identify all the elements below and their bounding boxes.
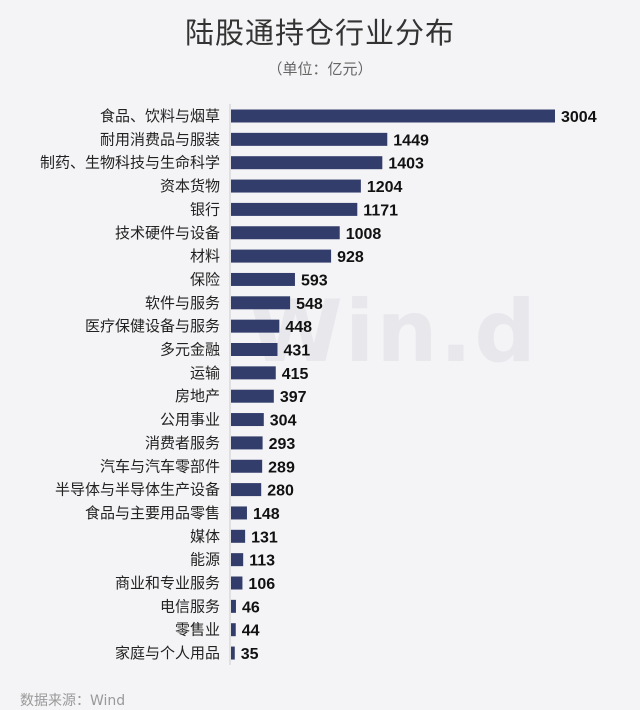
data-label: 131 — [251, 529, 278, 546]
data-label: 113 — [249, 553, 275, 570]
category-label: 银行 — [190, 200, 220, 218]
data-label: 46 — [242, 599, 260, 616]
category-label: 能源 — [190, 551, 220, 569]
bar — [231, 366, 276, 380]
bar — [231, 623, 236, 637]
category-label: 耐用消费品与服装 — [100, 130, 220, 148]
category-label: 医疗保健设备与服务 — [85, 317, 220, 335]
data-label: 35 — [241, 646, 259, 663]
bar — [231, 132, 388, 146]
data-label: 448 — [285, 319, 312, 336]
category-label: 房地产 — [175, 387, 220, 405]
category-label: 商业和专业服务 — [115, 574, 220, 592]
category-label: 食品与主要用品零售 — [85, 504, 220, 522]
category-label: 家庭与个人用品 — [115, 644, 220, 662]
data-label: 1204 — [367, 179, 403, 196]
data-label: 415 — [282, 366, 309, 383]
data-label: 1171 — [363, 202, 398, 219]
bar — [231, 646, 235, 660]
data-label: 431 — [283, 343, 310, 360]
data-label: 1008 — [346, 226, 382, 243]
bar — [231, 599, 236, 613]
category-label: 保险 — [190, 270, 220, 288]
data-label: 1449 — [393, 132, 429, 149]
data-label: 280 — [267, 483, 294, 500]
data-label: 289 — [268, 459, 295, 476]
bar — [231, 249, 332, 263]
category-label: 消费者服务 — [145, 434, 220, 452]
category-label: 电信服务 — [160, 597, 220, 615]
data-source-note: 数据来源：Wind — [20, 693, 126, 709]
category-label: 软件与服务 — [145, 294, 220, 312]
bar — [231, 343, 278, 356]
bar — [231, 179, 361, 193]
data-label: 593 — [301, 272, 328, 289]
bar — [231, 413, 264, 427]
data-label: 293 — [269, 436, 296, 453]
data-label: 106 — [248, 576, 275, 593]
bar — [231, 506, 247, 520]
category-label: 公用事业 — [160, 411, 220, 429]
bar — [231, 226, 340, 240]
data-label: 1403 — [388, 156, 424, 173]
bar — [231, 202, 358, 216]
bar — [231, 296, 291, 310]
bar — [231, 109, 555, 123]
data-label: 397 — [280, 389, 307, 406]
category-label: 汽车与汽车零部件 — [100, 457, 220, 475]
bar — [231, 576, 243, 590]
category-label: 半导体与半导体生产设备 — [55, 481, 220, 499]
data-label: 928 — [337, 249, 364, 266]
bar — [231, 156, 383, 170]
category-label: 材料 — [190, 247, 220, 265]
bar — [231, 483, 262, 497]
data-label: 148 — [253, 506, 280, 523]
bar — [231, 529, 246, 543]
data-label: 548 — [296, 296, 323, 313]
data-label: 3004 — [561, 109, 597, 126]
bar — [231, 389, 274, 403]
category-label: 运输 — [190, 364, 220, 382]
bar — [231, 319, 280, 333]
category-label: 制药、生物科技与生命科学 — [40, 154, 220, 172]
wind-watermark: Win.d — [248, 282, 538, 382]
category-label: 食品、饮料与烟草 — [100, 107, 220, 125]
chart-title: 陆股通持仓行业分布 — [184, 16, 455, 50]
category-label: 媒体 — [190, 527, 220, 545]
data-label: 304 — [270, 413, 297, 430]
chart-subtitle: （单位：亿元） — [267, 60, 373, 78]
category-label: 技术硬件与设备 — [115, 224, 220, 242]
bar — [231, 459, 263, 473]
category-label: 资本货物 — [160, 177, 220, 195]
bar — [231, 553, 244, 567]
bar — [231, 436, 263, 450]
category-label: 零售业 — [175, 621, 220, 639]
data-label: 44 — [242, 623, 260, 640]
category-label: 多元金融 — [160, 341, 220, 359]
bar — [231, 272, 295, 286]
